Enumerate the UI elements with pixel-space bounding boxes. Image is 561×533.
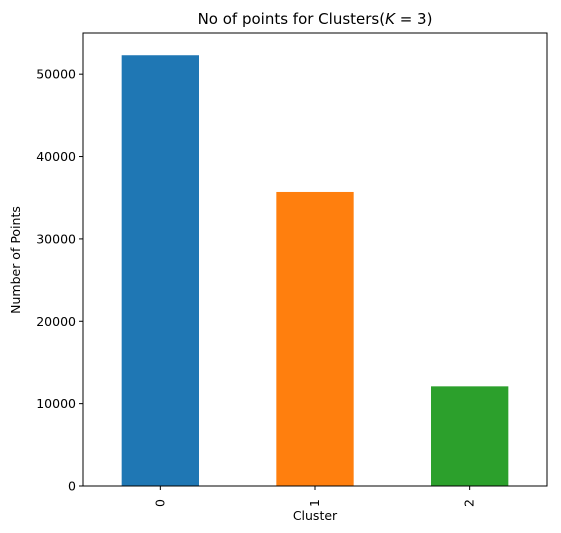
bar-0 [121, 55, 199, 486]
chart-title-main: No of points for Clusters( [198, 10, 386, 28]
x-axis-label: Cluster [293, 508, 338, 523]
y-tick-label: 10000 [36, 396, 76, 411]
x-tick-label: 2 [462, 499, 477, 507]
y-tick-label: 40000 [36, 149, 76, 164]
plot-frame [82, 32, 548, 487]
y-tick-label: 0 [68, 479, 76, 494]
y-axis-label: Number of Points [8, 206, 23, 314]
x-tick-label: 1 [307, 499, 322, 507]
chart-title: No of points for Clusters(K = 3) [198, 10, 433, 28]
y-axis-ticks: 0 10000 20000 30000 40000 50000 [36, 67, 83, 494]
y-tick-label: 30000 [36, 231, 76, 246]
chart-title-suffix: = 3) [395, 10, 433, 28]
chart-title-math: K [385, 10, 396, 28]
x-tick-label: 0 [152, 499, 167, 507]
bar-2 [431, 386, 509, 486]
bar-1 [276, 191, 354, 486]
x-axis-ticks: 0 1 2 [152, 486, 477, 507]
y-tick-label: 20000 [36, 314, 76, 329]
y-tick-label: 50000 [36, 67, 76, 82]
bars-group [121, 55, 509, 486]
